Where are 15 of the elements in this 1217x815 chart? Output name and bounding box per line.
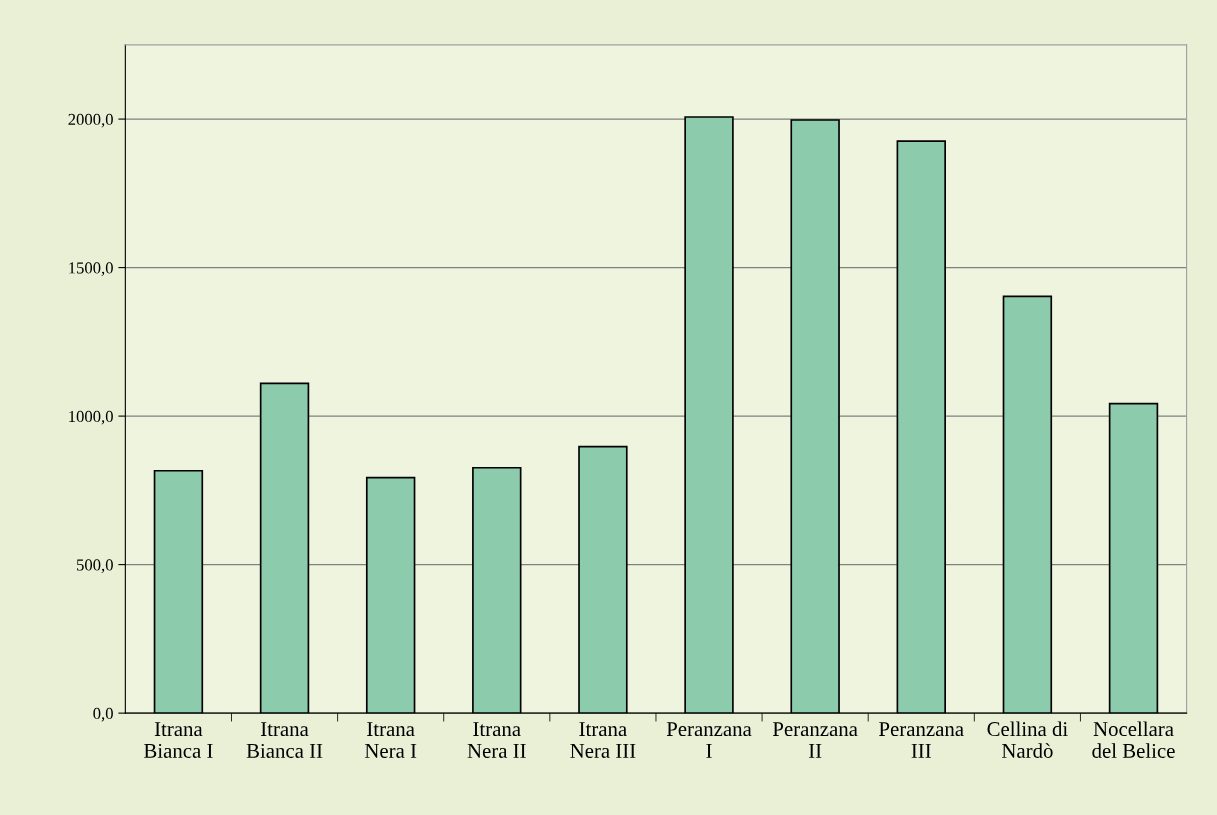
x-tick-label: Itrana Nera II xyxy=(467,722,526,758)
x-tick-label: Itrana Nera I xyxy=(364,722,417,758)
x-tick-label: Itrana Bianca II xyxy=(246,722,323,758)
x-tick-label: Itrana Nera III xyxy=(570,722,636,758)
y-tick-label: 1500,0 xyxy=(69,262,113,276)
y-tick-label: 500,0 xyxy=(77,559,113,573)
y-tick-label: 0,0 xyxy=(93,707,113,722)
x-tick-label: Peranzana II xyxy=(772,722,858,758)
x-tick-label: Itrana Bianca I xyxy=(144,722,213,758)
y-tick-label: 1000,0 xyxy=(69,410,113,425)
x-tick-label: Peranzana I xyxy=(666,722,752,758)
x-tick-label: Cellina di Nardò xyxy=(987,721,1068,758)
x-tick-label: Nocellara del Belice xyxy=(1092,721,1175,758)
y-tick-label: 2000,0 xyxy=(68,113,113,128)
x-tick-label: Peranzana III xyxy=(879,722,964,758)
